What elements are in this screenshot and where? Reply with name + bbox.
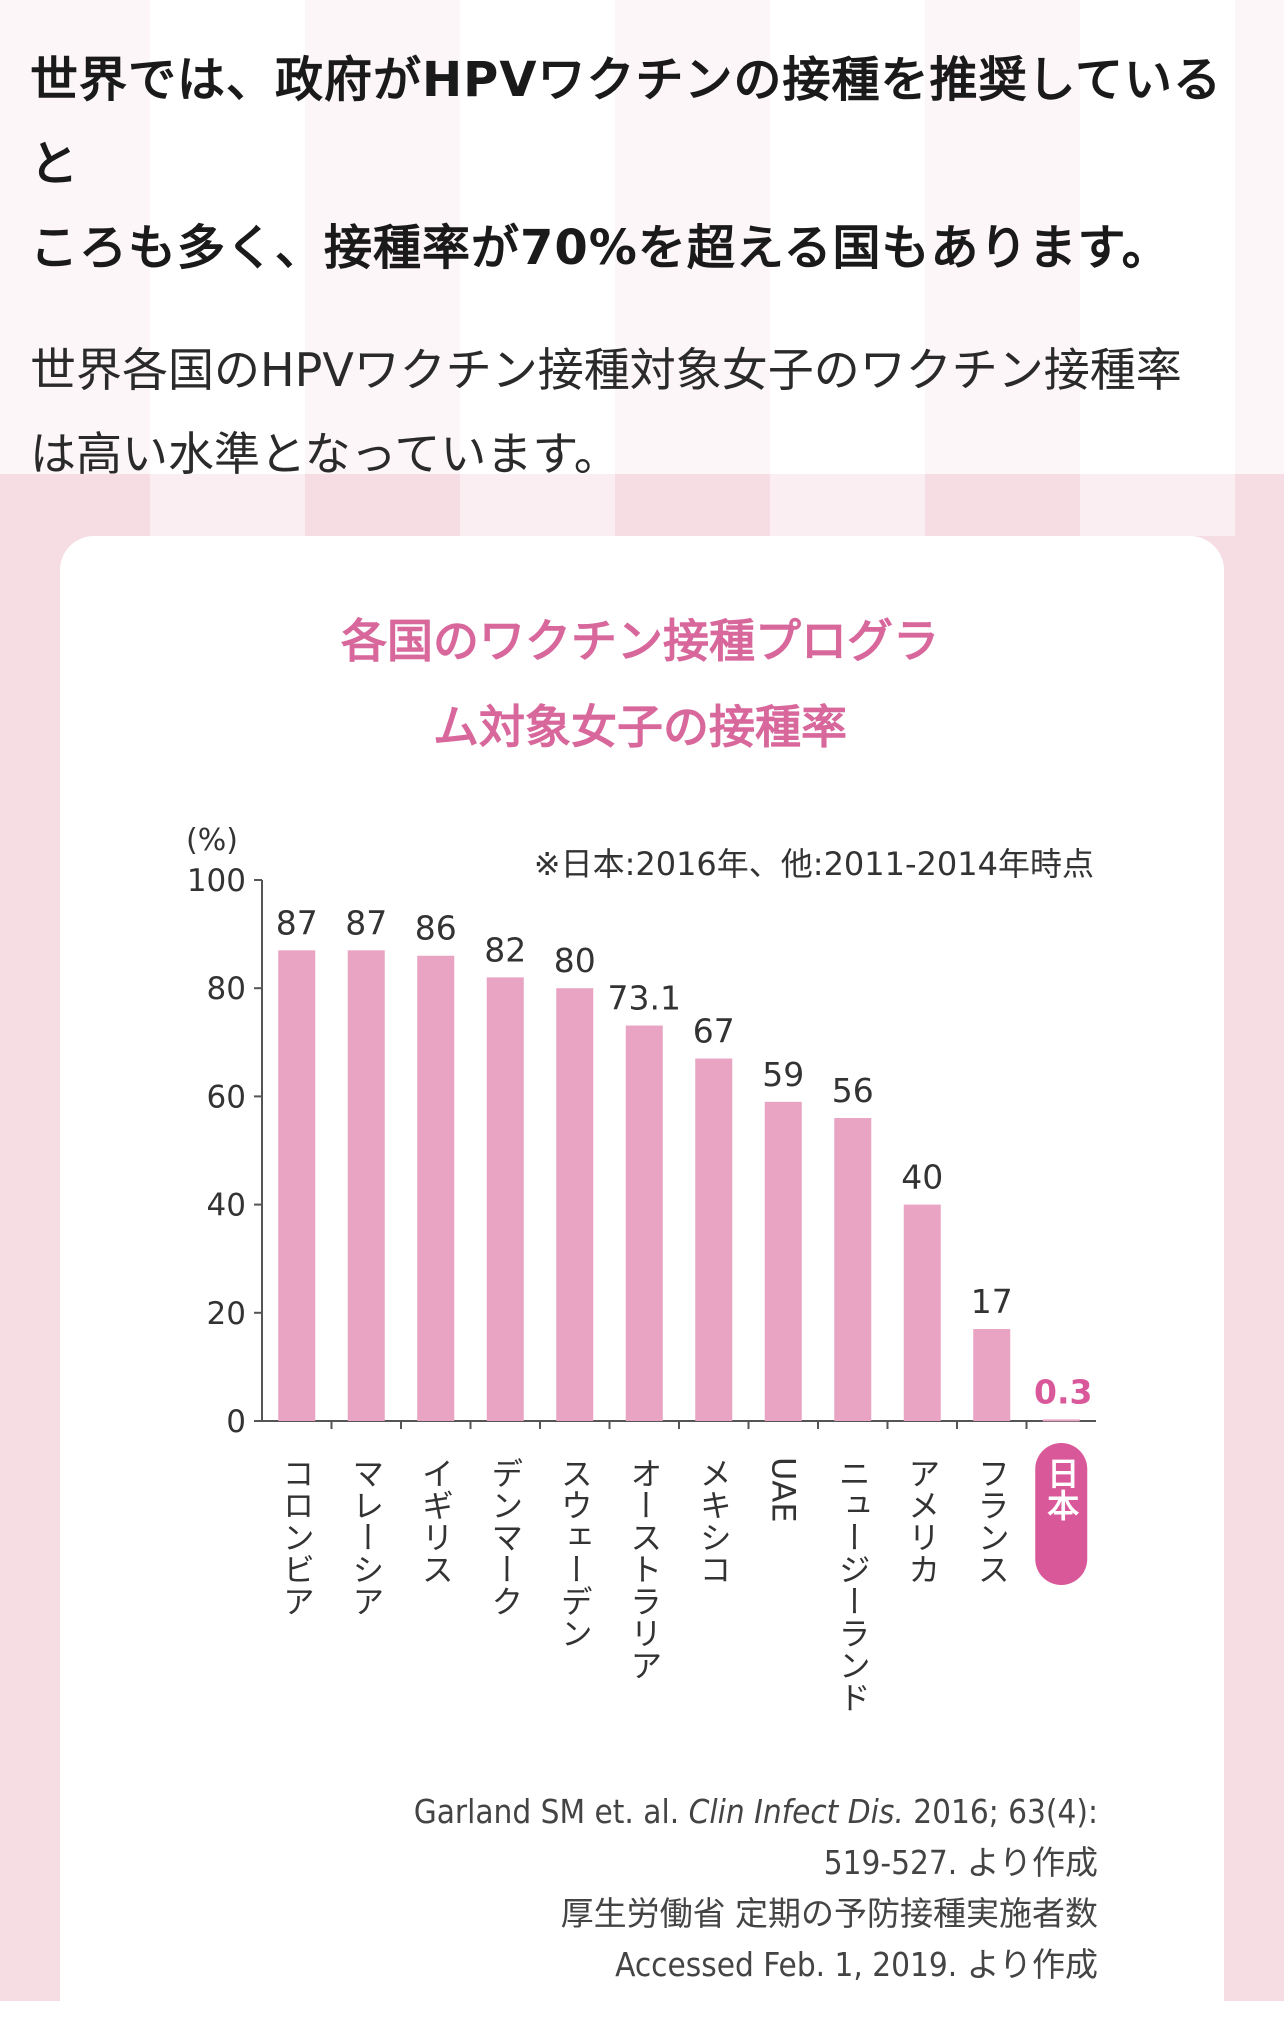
- source-line-4: Accessed Feb. 1, 2019. より作成: [615, 1945, 1098, 1984]
- body-line-1: 世界各国のHPVワクチン接種対象女子のワクチン接種率: [30, 343, 1182, 397]
- source-journal: Clin Infect Dis.: [688, 1792, 904, 1831]
- category-label-8: ニュージーランド: [834, 1457, 872, 1713]
- source-line-3: 厚生労働省 定期の予防接種実施者数: [560, 1894, 1098, 1933]
- source-citation: Garland SM et. al. Clin Infect Dis. 2016…: [198, 1786, 1098, 1990]
- value-label-6: 67: [693, 1012, 735, 1051]
- y-tick-label: 60: [207, 1079, 246, 1115]
- bar-6: [695, 1058, 733, 1421]
- body-line-2: は高い水準となっています。: [30, 427, 620, 481]
- y-tick-label: 80: [207, 971, 246, 1007]
- intro-section: 世界では、政府がHPVワクチンの接種を推奨していると ころも多く、接種率が70%…: [30, 38, 1260, 496]
- category-label-9: アメリカ: [903, 1457, 941, 1585]
- value-label-3: 82: [484, 930, 526, 969]
- bar-11: [1042, 1419, 1080, 1422]
- bar-3: [486, 977, 524, 1421]
- value-label-0: 87: [276, 903, 318, 942]
- value-label-2: 86: [415, 909, 457, 948]
- chart-title: 各国のワクチン接種プログラ ム対象女子の接種率: [230, 598, 1050, 770]
- y-axis-unit-label: (%): [186, 823, 238, 858]
- bar-1: [347, 950, 385, 1421]
- bar-5: [625, 1025, 663, 1421]
- chart-annotation: ※日本:2016年、他:2011-2014年時点: [534, 845, 1094, 883]
- chart-title-line-1: 各国のワクチン接種プログラ: [341, 614, 939, 668]
- highlight-pill: [1035, 1443, 1088, 1585]
- category-label-2: イギリス: [417, 1457, 455, 1585]
- value-label-5: 73.1: [608, 979, 681, 1018]
- category-label-5: オーストラリア: [625, 1457, 663, 1681]
- headline: 世界では、政府がHPVワクチンの接種を推奨していると ころも多く、接種率が70%…: [30, 38, 1260, 290]
- bar-8: [834, 1118, 872, 1421]
- value-label-4: 80: [554, 941, 596, 980]
- bar-7: [764, 1101, 802, 1421]
- value-label-8: 56: [832, 1071, 874, 1110]
- bar-0: [278, 950, 316, 1421]
- source-authors: Garland SM et. al.: [413, 1792, 689, 1831]
- category-label-1: マレーシア: [347, 1457, 385, 1617]
- value-label-10: 17: [971, 1282, 1013, 1321]
- category-label-10: フランス: [973, 1457, 1011, 1585]
- headline-line-2: ころも多く、接種率が70%を超える国もあります。: [30, 220, 1171, 276]
- headline-line-1: 世界では、政府がHPVワクチンの接種を推奨していると: [30, 52, 1223, 192]
- value-label-1: 87: [345, 903, 387, 942]
- source-line-2: 519-527. より作成: [823, 1843, 1098, 1882]
- y-tick-label: 0: [226, 1404, 246, 1440]
- source-line-1: Garland SM et. al. Clin Infect Dis. 2016…: [198, 1786, 1098, 1837]
- value-label-7: 59: [762, 1055, 804, 1094]
- value-label-9: 40: [901, 1158, 943, 1197]
- chart-title-line-2: ム対象女子の接種率: [433, 700, 847, 754]
- category-label-6: メキシコ: [695, 1457, 733, 1585]
- bar-4: [556, 988, 594, 1421]
- y-tick-label: 20: [207, 1296, 246, 1332]
- bar-2: [417, 955, 455, 1421]
- category-label-0: コロンビア: [278, 1457, 316, 1617]
- y-tick-label: 100: [187, 863, 246, 899]
- category-label-7: UAE: [764, 1457, 802, 1523]
- bar-10: [973, 1329, 1011, 1421]
- y-tick-label: 40: [207, 1188, 246, 1224]
- body-paragraph: 世界各国のHPVワクチン接種対象女子のワクチン接種率 は高い水準となっています。: [30, 328, 1260, 496]
- category-label-4: スウェーデン: [556, 1457, 594, 1649]
- source-volume: 2016; 63(4):: [903, 1792, 1098, 1831]
- value-label-11: 0.3: [1034, 1372, 1092, 1411]
- bar-9: [903, 1204, 941, 1421]
- category-label-11: 日本: [1042, 1457, 1080, 1521]
- category-label-3: デンマーク: [486, 1457, 524, 1617]
